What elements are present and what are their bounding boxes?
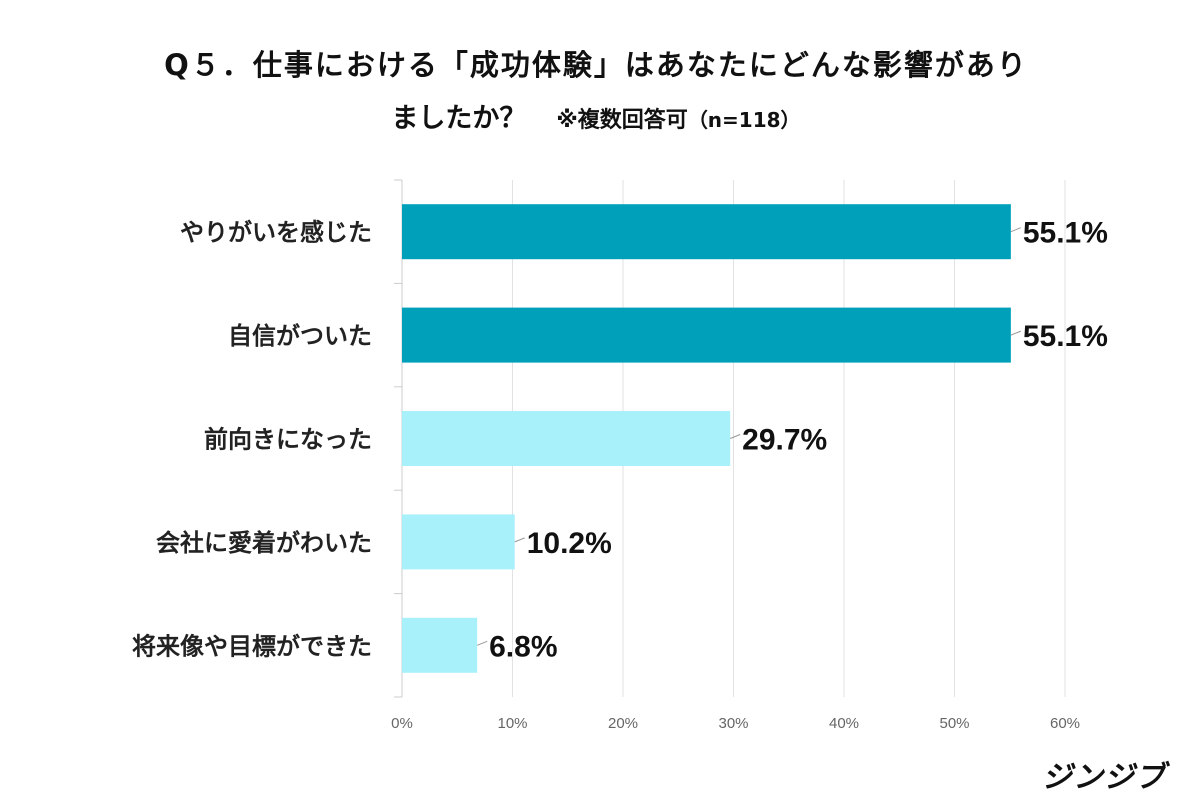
category-label: 自信がついた <box>228 322 372 350</box>
bar <box>402 204 1011 260</box>
leader-line <box>514 537 525 543</box>
chart-title-line2: ましたか？ ※複数回答可（n=118） <box>0 96 1192 135</box>
category-label: やりがいを感じた <box>180 219 372 247</box>
bar <box>402 514 515 570</box>
leader-line <box>476 640 488 646</box>
data-label: 6.8% <box>489 630 557 663</box>
data-label: 55.1% <box>1023 320 1108 353</box>
multiple-answer-note: ※複数回答可 <box>556 108 688 133</box>
x-tick-label: 10% <box>497 715 527 732</box>
x-tick-label: 60% <box>1050 715 1080 732</box>
x-tick-label: 30% <box>718 715 748 732</box>
chart-title-line1: Q５．仕事における「成功体験」はあなたにどんな影響があり <box>164 48 1028 82</box>
bar <box>402 617 478 673</box>
data-label: 10.2% <box>527 527 612 560</box>
x-tick-label: 50% <box>939 715 969 732</box>
category-label: 前向きになった <box>204 426 372 454</box>
category-label: 会社に愛着がわいた <box>156 529 372 557</box>
leader-line <box>729 434 741 439</box>
title-line2-text: ましたか？ <box>391 103 527 134</box>
leader-line <box>1010 227 1022 233</box>
sample-size: （n=118） <box>687 108 801 132</box>
data-label: 55.1% <box>1023 217 1108 250</box>
x-tick-label: 0% <box>391 715 413 732</box>
x-tick-label: 20% <box>608 715 638 732</box>
x-tick-label: 40% <box>829 715 859 732</box>
category-label: 将来像や目標ができた <box>132 632 372 660</box>
bar <box>402 307 1011 363</box>
leader-line <box>1010 330 1022 336</box>
bar <box>402 411 731 466</box>
data-label: 29.7% <box>742 424 827 457</box>
brand-logo: ジンジブ <box>1042 760 1166 795</box>
